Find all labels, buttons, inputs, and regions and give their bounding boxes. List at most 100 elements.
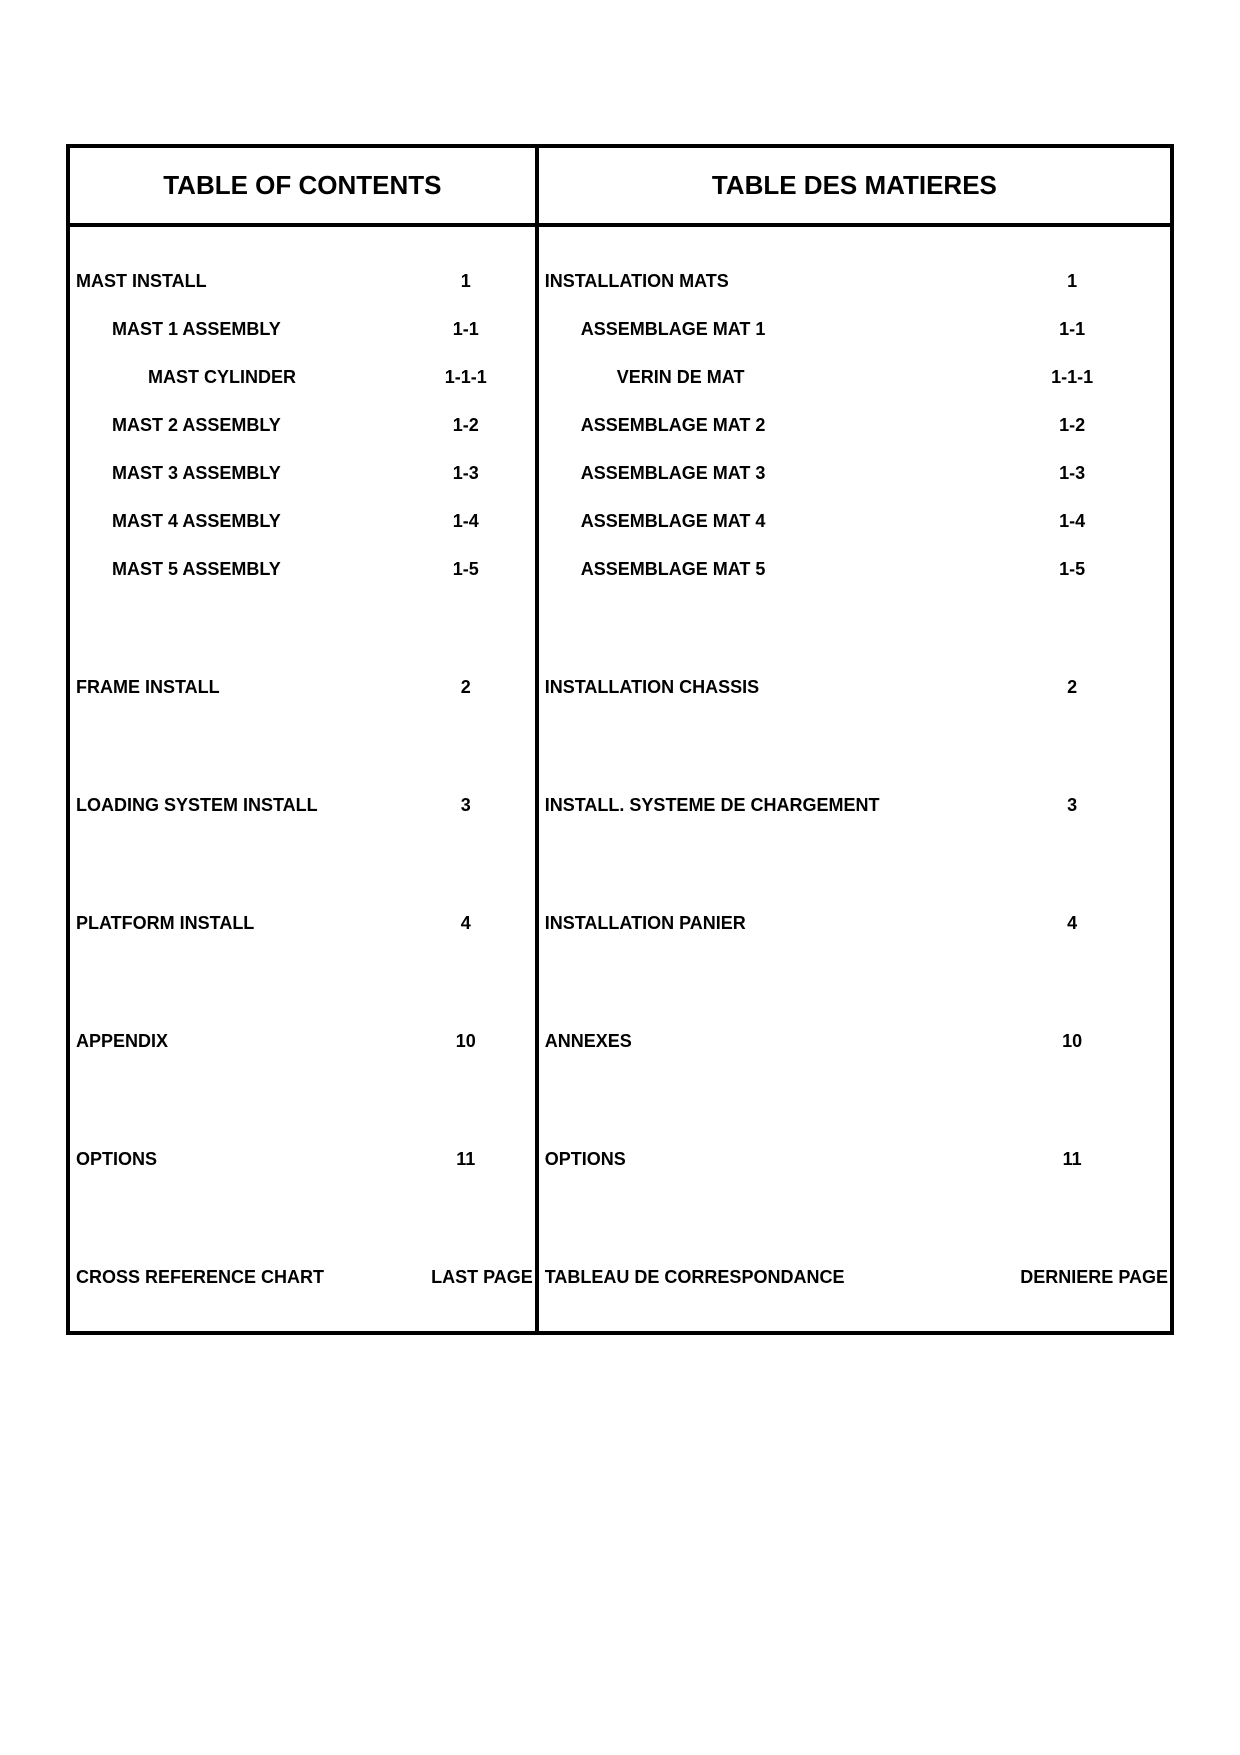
spacer-cell [537,1183,974,1253]
fr-label: INSTALLATION CHASSIS [537,663,974,711]
table-row: MAST 2 ASSEMBLY1-2ASSEMBLAGE MAT 21-2 [68,401,1172,449]
spacer-cell [537,829,974,899]
en-page: 10 [397,1017,537,1065]
en-label: LOADING SYSTEM INSTALL [68,781,397,829]
fr-page: 2 [974,663,1172,711]
spacer-cell [974,593,1172,663]
spacer-cell [68,1183,397,1253]
en-label: APPENDIX [68,1017,397,1065]
spacer-cell [68,947,397,1017]
en-label: MAST INSTALL [68,257,397,305]
table-row: LOADING SYSTEM INSTALL3INSTALL. SYSTEME … [68,781,1172,829]
table-row: MAST 1 ASSEMBLY1-1ASSEMBLAGE MAT 11-1 [68,305,1172,353]
header-en: TABLE OF CONTENTS [68,146,537,225]
en-label: CROSS REFERENCE CHART [68,1253,397,1301]
spacer-cell [974,829,1172,899]
en-label: MAST 3 ASSEMBLY [68,449,397,497]
en-page: 1-1-1 [397,353,537,401]
spacer-cell [397,1183,537,1253]
en-page: 1-1 [397,305,537,353]
table-row [68,711,1172,781]
table-row: MAST 4 ASSEMBLY1-4ASSEMBLAGE MAT 41-4 [68,497,1172,545]
spacer-cell [974,1301,1172,1333]
en-label: OPTIONS [68,1135,397,1183]
table-row [68,1065,1172,1135]
toc-table: TABLE OF CONTENTS TABLE DES MATIERES MAS… [66,144,1174,1335]
spacer-cell [68,593,397,663]
toc-header-row: TABLE OF CONTENTS TABLE DES MATIERES [68,146,1172,225]
fr-label: TABLEAU DE CORRESPONDANCE [537,1253,974,1301]
fr-page: 1-4 [974,497,1172,545]
en-label: MAST 5 ASSEMBLY [68,545,397,593]
spacer-cell [68,1065,397,1135]
spacer-cell [68,1301,397,1333]
en-label: MAST 1 ASSEMBLY [68,305,397,353]
en-page: LAST PAGE [397,1253,537,1301]
table-row: MAST CYLINDER1-1-1VERIN DE MAT1-1-1 [68,353,1172,401]
table-row: OPTIONS11OPTIONS11 [68,1135,1172,1183]
fr-label: INSTALLATION MATS [537,257,974,305]
fr-label: ASSEMBLAGE MAT 2 [537,401,974,449]
en-label: FRAME INSTALL [68,663,397,711]
table-row: PLATFORM INSTALL4INSTALLATION PANIER4 [68,899,1172,947]
spacer-cell [397,225,537,257]
spacer-cell [397,1301,537,1333]
spacer-cell [537,947,974,1017]
en-label: PLATFORM INSTALL [68,899,397,947]
fr-label: ASSEMBLAGE MAT 1 [537,305,974,353]
spacer-cell [397,1065,537,1135]
spacer-cell [68,225,397,257]
table-row [68,593,1172,663]
en-page: 1 [397,257,537,305]
spacer-cell [537,225,974,257]
spacer-cell [974,1183,1172,1253]
en-page: 3 [397,781,537,829]
fr-page: 1-5 [974,545,1172,593]
en-page: 1-2 [397,401,537,449]
spacer-cell [397,711,537,781]
fr-label: ASSEMBLAGE MAT 3 [537,449,974,497]
fr-label: ASSEMBLAGE MAT 4 [537,497,974,545]
table-row [68,1301,1172,1333]
table-row: CROSS REFERENCE CHARTLAST PAGETABLEAU DE… [68,1253,1172,1301]
en-label: MAST CYLINDER [68,353,397,401]
spacer-cell [68,829,397,899]
spacer-cell [397,829,537,899]
spacer-cell [974,225,1172,257]
en-page: 1-4 [397,497,537,545]
table-row [68,947,1172,1017]
spacer-cell [68,711,397,781]
spacer-cell [537,1301,974,1333]
spacer-cell [537,593,974,663]
spacer-cell [537,711,974,781]
fr-label: ASSEMBLAGE MAT 5 [537,545,974,593]
table-row: MAST 3 ASSEMBLY1-3ASSEMBLAGE MAT 31-3 [68,449,1172,497]
header-fr: TABLE DES MATIERES [537,146,1172,225]
fr-page: DERNIERE PAGE [974,1253,1172,1301]
fr-page: 4 [974,899,1172,947]
en-label: MAST 2 ASSEMBLY [68,401,397,449]
fr-label: VERIN DE MAT [537,353,974,401]
fr-page: 3 [974,781,1172,829]
fr-page: 1 [974,257,1172,305]
table-row: MAST 5 ASSEMBLY1-5ASSEMBLAGE MAT 51-5 [68,545,1172,593]
en-page: 1-5 [397,545,537,593]
spacer-cell [537,1065,974,1135]
en-page: 11 [397,1135,537,1183]
table-row: FRAME INSTALL2INSTALLATION CHASSIS2 [68,663,1172,711]
fr-page: 1-1-1 [974,353,1172,401]
spacer-cell [974,1065,1172,1135]
fr-page: 1-3 [974,449,1172,497]
fr-label: OPTIONS [537,1135,974,1183]
en-label: MAST 4 ASSEMBLY [68,497,397,545]
table-row [68,829,1172,899]
fr-label: INSTALLATION PANIER [537,899,974,947]
spacer-cell [974,711,1172,781]
en-page: 2 [397,663,537,711]
fr-page: 1-1 [974,305,1172,353]
spacer-cell [397,947,537,1017]
toc-body: MAST INSTALL1INSTALLATION MATS1MAST 1 AS… [68,225,1172,1333]
fr-label: INSTALL. SYSTEME DE CHARGEMENT [537,781,974,829]
en-page: 4 [397,899,537,947]
fr-page: 11 [974,1135,1172,1183]
